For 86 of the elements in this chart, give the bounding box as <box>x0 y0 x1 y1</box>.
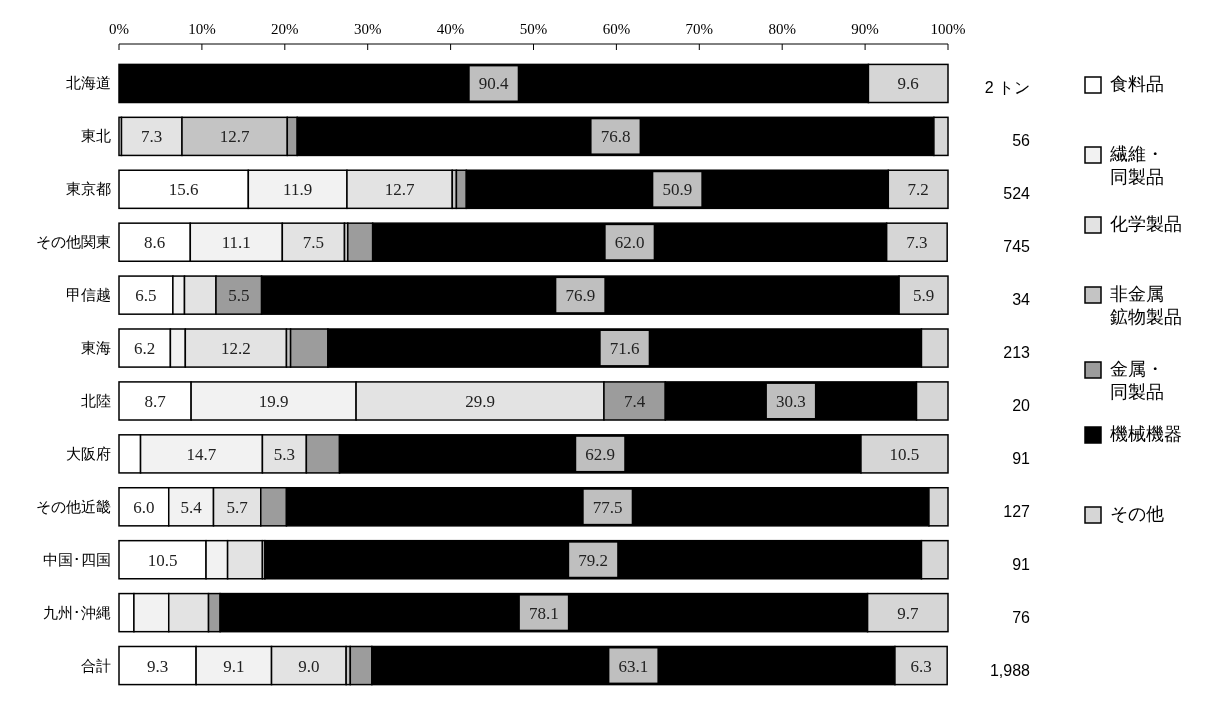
y-tick-label: 甲信越 <box>66 287 111 304</box>
x-tick-label: 50% <box>519 21 548 37</box>
y-tick-label: 九州･沖縄 <box>43 604 111 621</box>
x-tick-label: 10% <box>188 21 216 37</box>
data-label: 9.1 <box>223 656 245 676</box>
y-tick-label: 大阪府 <box>66 445 111 462</box>
legend-label: 化学製品 <box>1110 214 1182 234</box>
x-tick-label: 40% <box>436 21 465 37</box>
text: 213 <box>1003 344 1031 362</box>
text: 1,988 <box>989 661 1031 679</box>
data-label: 77.5 <box>592 497 623 517</box>
data-label: 71.6 <box>609 339 640 359</box>
data-label: 9.0 <box>298 656 320 676</box>
legend-label: 食料品 <box>1110 74 1164 94</box>
legend-label: 金属・同製品 <box>1110 359 1164 402</box>
text: 127 <box>1003 502 1031 520</box>
x-tick-label: 80% <box>768 21 796 37</box>
data-label: 5.3 <box>273 444 296 464</box>
y-tick-label: その他近畿 <box>36 498 111 515</box>
data-label: 62.0 <box>614 233 645 253</box>
y-tick-label: 中国･四国 <box>43 551 111 568</box>
text: 745 <box>1003 238 1031 256</box>
data-label: 29.9 <box>465 391 495 411</box>
text: 56 <box>1012 132 1031 150</box>
text: 91 <box>1012 555 1031 573</box>
data-label: 5.9 <box>912 286 935 306</box>
data-label: 9.7 <box>897 603 919 623</box>
data-label: 7.2 <box>907 180 929 200</box>
data-label: 5.7 <box>226 497 249 517</box>
data-label: 30.3 <box>776 391 806 411</box>
legend-label: 非金属鉱物製品 <box>1110 284 1182 327</box>
data-label: 10.5 <box>147 550 178 570</box>
data-label: 15.6 <box>168 180 199 200</box>
data-label: 8.6 <box>144 233 166 253</box>
data-label: 76.9 <box>565 286 596 306</box>
data-label: 10.5 <box>889 444 920 464</box>
legend-label: その他 <box>1110 504 1164 524</box>
data-label: 6.2 <box>134 339 156 359</box>
x-tick-label: 90% <box>851 21 879 37</box>
legend-label: 機械機器 <box>1110 424 1182 444</box>
data-label: 5.4 <box>180 497 203 517</box>
data-label: 19.9 <box>258 391 289 411</box>
x-tick-label: 30% <box>353 21 382 37</box>
data-label: 76.8 <box>600 127 631 147</box>
data-label: 12.7 <box>219 127 251 147</box>
data-label: 79.2 <box>578 550 609 570</box>
y-tick-label: その他関東 <box>36 234 111 251</box>
text: 2 トン <box>984 79 1030 97</box>
x-tick-label: 0% <box>109 21 129 37</box>
data-label: 12.2 <box>221 339 251 359</box>
y-tick-label: 合計 <box>81 657 111 674</box>
data-label: 7.5 <box>302 233 325 253</box>
text: 524 <box>1003 185 1031 203</box>
y-tick-label: 北陸 <box>81 392 111 409</box>
data-label: 50.9 <box>662 180 693 200</box>
data-label: 9.3 <box>146 656 169 676</box>
data-label: 11.9 <box>283 180 313 200</box>
data-label: 7.3 <box>906 233 928 253</box>
data-label: 6.3 <box>910 656 932 676</box>
x-tick-label: 100% <box>930 21 966 37</box>
data-label: 8.7 <box>144 391 167 411</box>
data-label: 78.1 <box>528 603 559 623</box>
data-label: 6.0 <box>133 497 155 517</box>
text: 20 <box>1012 396 1031 414</box>
y-tick-label: 東海 <box>81 340 111 357</box>
y-tick-label: 東北 <box>81 128 111 145</box>
text: 76 <box>1012 608 1031 626</box>
legend-label: 繊維・同製品 <box>1109 144 1164 187</box>
data-label: 7.4 <box>624 391 646 411</box>
data-label: 12.7 <box>384 180 415 200</box>
text: 91 <box>1012 449 1031 467</box>
data-label: 62.9 <box>585 444 616 464</box>
data-label: 90.4 <box>478 74 510 94</box>
x-tick-label: 70% <box>685 21 714 37</box>
y-tick-label: 北海道 <box>66 75 111 92</box>
data-label: 14.7 <box>186 444 217 464</box>
data-label: 7.3 <box>141 127 163 147</box>
data-label: 11.1 <box>221 233 251 253</box>
data-label: 63.1 <box>618 656 649 676</box>
data-label: 9.6 <box>897 74 919 94</box>
y-tick-label: 東京都 <box>66 181 111 198</box>
text: 34 <box>1012 291 1031 309</box>
x-tick-label: 20% <box>271 21 299 37</box>
data-label: 5.5 <box>228 286 250 306</box>
x-tick-label: 60% <box>602 21 631 37</box>
data-label: 6.5 <box>135 286 157 306</box>
